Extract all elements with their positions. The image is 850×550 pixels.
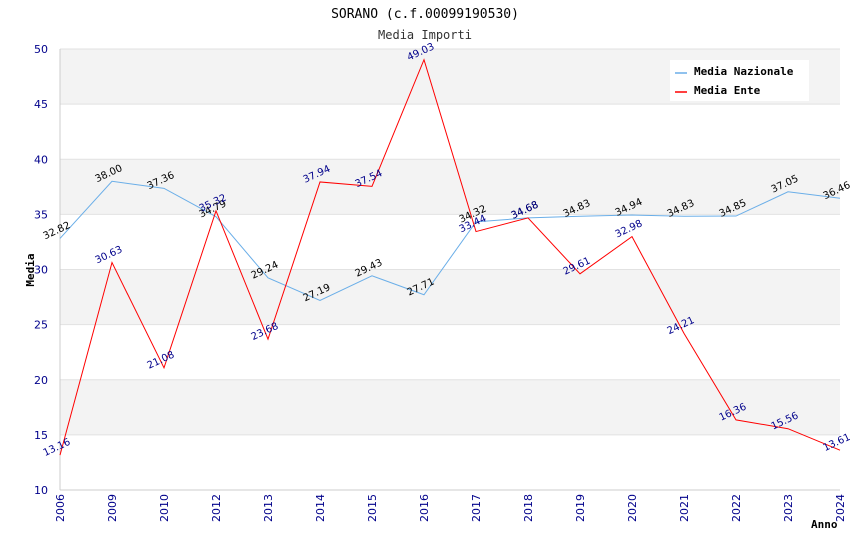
y-tick-label: 40 xyxy=(34,153,48,166)
y-tick-label: 35 xyxy=(34,208,48,221)
series-lines xyxy=(59,58,841,456)
x-tick-label: 2015 xyxy=(366,494,379,522)
x-axis-label: Anno xyxy=(811,518,838,531)
chart-subtitle: Media Importi xyxy=(378,28,472,42)
x-tick-label: 2014 xyxy=(314,494,327,522)
x-tick-label: 2010 xyxy=(158,494,171,522)
x-tick-label: 2024 xyxy=(834,494,847,522)
x-tick-label: 2012 xyxy=(210,494,223,522)
x-tick-label: 2006 xyxy=(54,494,67,522)
y-tick-label: 50 xyxy=(34,43,48,56)
y-tick-label: 20 xyxy=(34,374,48,387)
background-band xyxy=(60,269,840,325)
x-tick-label: 2022 xyxy=(730,494,743,522)
background-band xyxy=(60,104,840,160)
background-band xyxy=(60,379,840,435)
legend-label-nazionale: Media Nazionale xyxy=(694,65,794,78)
x-tick-label: 2019 xyxy=(574,494,587,522)
background-band xyxy=(60,324,840,380)
background-bands xyxy=(60,49,840,490)
x-tick-label: 2020 xyxy=(626,494,639,522)
y-tick-label: 10 xyxy=(34,484,48,497)
series-line-media-nazionale xyxy=(59,180,841,302)
legend-label-ente: Media Ente xyxy=(694,84,761,97)
x-tick-label: 2009 xyxy=(106,494,119,522)
x-tick-label: 2018 xyxy=(522,494,535,522)
x-tick-label: 2023 xyxy=(782,494,795,522)
background-band xyxy=(60,159,840,215)
y-tick-labels: 10 15 20 25 30 35 40 45 50 xyxy=(34,43,48,497)
x-tick-label: 2013 xyxy=(262,494,275,522)
y-tick-label: 25 xyxy=(34,319,48,332)
series-line-media-ente xyxy=(59,58,841,456)
y-axis-label: Media xyxy=(24,253,37,286)
x-tick-label: 2016 xyxy=(418,494,431,522)
legend: Media Nazionale Media Ente xyxy=(670,60,809,101)
legend-box xyxy=(670,60,809,101)
y-tick-label: 15 xyxy=(34,429,48,442)
y-tick-label: 30 xyxy=(34,264,48,277)
x-tick-labels: 2006 2009 2010 2012 2013 2014 2015 2016 2017 2018… xyxy=(54,494,847,522)
chart-title: SORANO (c.f.00099190530) xyxy=(331,7,519,22)
background-band xyxy=(60,434,840,490)
background-band xyxy=(60,214,840,270)
x-tick-label: 2021 xyxy=(678,494,691,522)
y-tick-label: 45 xyxy=(34,98,48,111)
x-tick-label: 2017 xyxy=(470,494,483,522)
